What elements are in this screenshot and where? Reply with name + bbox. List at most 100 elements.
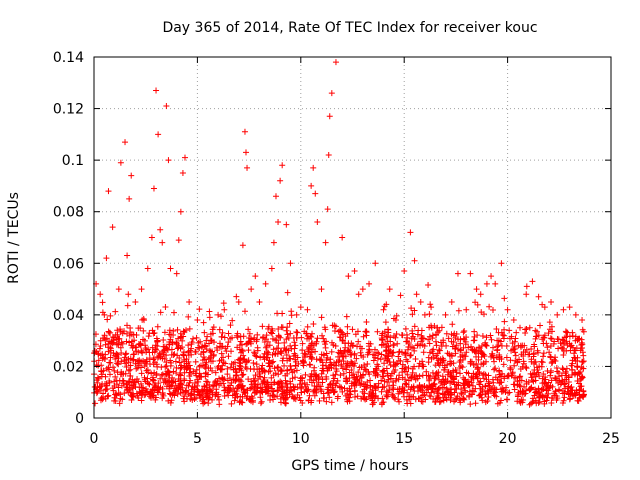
data-point <box>332 59 339 66</box>
data-point <box>414 331 421 338</box>
data-point <box>525 351 532 358</box>
data-point <box>488 386 495 393</box>
data-point <box>487 332 494 339</box>
data-point <box>111 397 118 404</box>
data-point <box>302 371 309 378</box>
data-point <box>107 359 114 366</box>
data-point <box>514 381 521 388</box>
data-point <box>195 339 202 346</box>
data-point <box>138 380 145 387</box>
data-point <box>512 374 519 381</box>
data-point <box>262 280 269 287</box>
data-point <box>328 364 335 371</box>
data-point <box>110 387 117 394</box>
data-point <box>107 371 114 378</box>
data-point <box>559 345 566 352</box>
data-point <box>558 344 565 351</box>
data-point <box>494 400 501 407</box>
data-point <box>549 383 556 390</box>
data-point <box>425 372 432 379</box>
x-tick-label: 5 <box>193 431 202 447</box>
data-point <box>238 378 245 385</box>
data-point <box>429 383 436 390</box>
data-point <box>109 224 116 231</box>
data-point <box>181 369 188 376</box>
data-point <box>495 342 502 349</box>
data-point <box>329 322 336 329</box>
data-point <box>472 400 479 407</box>
data-point <box>426 349 433 356</box>
data-point <box>483 342 490 349</box>
data-point <box>455 336 462 343</box>
data-point <box>384 338 391 345</box>
data-point <box>499 331 506 338</box>
data-point <box>210 351 217 358</box>
data-point <box>543 387 550 394</box>
data-point <box>436 347 443 354</box>
data-point <box>203 346 210 353</box>
data-point <box>254 344 261 351</box>
data-point <box>385 346 392 353</box>
data-point <box>304 335 311 342</box>
data-point <box>438 343 445 350</box>
data-point <box>284 384 291 391</box>
data-point <box>548 359 555 366</box>
data-point <box>518 377 525 384</box>
data-point <box>379 341 386 348</box>
data-point <box>130 351 137 358</box>
data-point <box>324 390 331 397</box>
data-point <box>131 378 138 385</box>
data-point <box>220 354 227 361</box>
data-point <box>283 327 290 334</box>
data-point <box>243 358 250 365</box>
data-point <box>138 358 145 365</box>
data-point <box>122 351 129 358</box>
data-point <box>492 365 499 372</box>
data-point <box>121 357 128 364</box>
data-point <box>113 350 120 357</box>
data-point <box>568 383 575 390</box>
data-point <box>402 380 409 387</box>
data-point <box>383 301 390 308</box>
data-point <box>580 352 587 359</box>
data-point <box>129 338 136 345</box>
data-point <box>409 311 416 318</box>
data-point <box>129 384 136 391</box>
data-point <box>149 376 156 383</box>
data-point <box>224 371 231 378</box>
data-point <box>545 390 552 397</box>
data-point <box>159 355 166 362</box>
data-point <box>115 390 122 397</box>
data-point <box>101 335 108 342</box>
data-point <box>417 342 424 349</box>
data-point <box>360 371 367 378</box>
data-point <box>374 349 381 356</box>
data-point <box>561 389 568 396</box>
data-point <box>294 329 301 336</box>
data-point <box>404 358 411 365</box>
data-point <box>116 400 123 407</box>
data-point <box>399 383 406 390</box>
data-point <box>465 382 472 389</box>
data-point <box>179 170 186 177</box>
data-point <box>404 346 411 353</box>
data-point <box>389 391 396 398</box>
data-point <box>371 369 378 376</box>
data-point <box>523 283 530 290</box>
data-point <box>224 377 231 384</box>
data-point <box>431 388 438 395</box>
data-point <box>292 358 299 365</box>
data-point <box>259 334 266 341</box>
data-point <box>447 358 454 365</box>
data-point <box>383 365 390 372</box>
data-point <box>504 373 511 380</box>
data-point <box>577 383 584 390</box>
data-point <box>544 344 551 351</box>
data-point <box>165 378 172 385</box>
data-point <box>137 325 144 332</box>
data-point <box>404 371 411 378</box>
data-point <box>284 289 291 296</box>
data-point <box>379 337 386 344</box>
data-point <box>358 345 365 352</box>
data-point <box>245 376 252 383</box>
